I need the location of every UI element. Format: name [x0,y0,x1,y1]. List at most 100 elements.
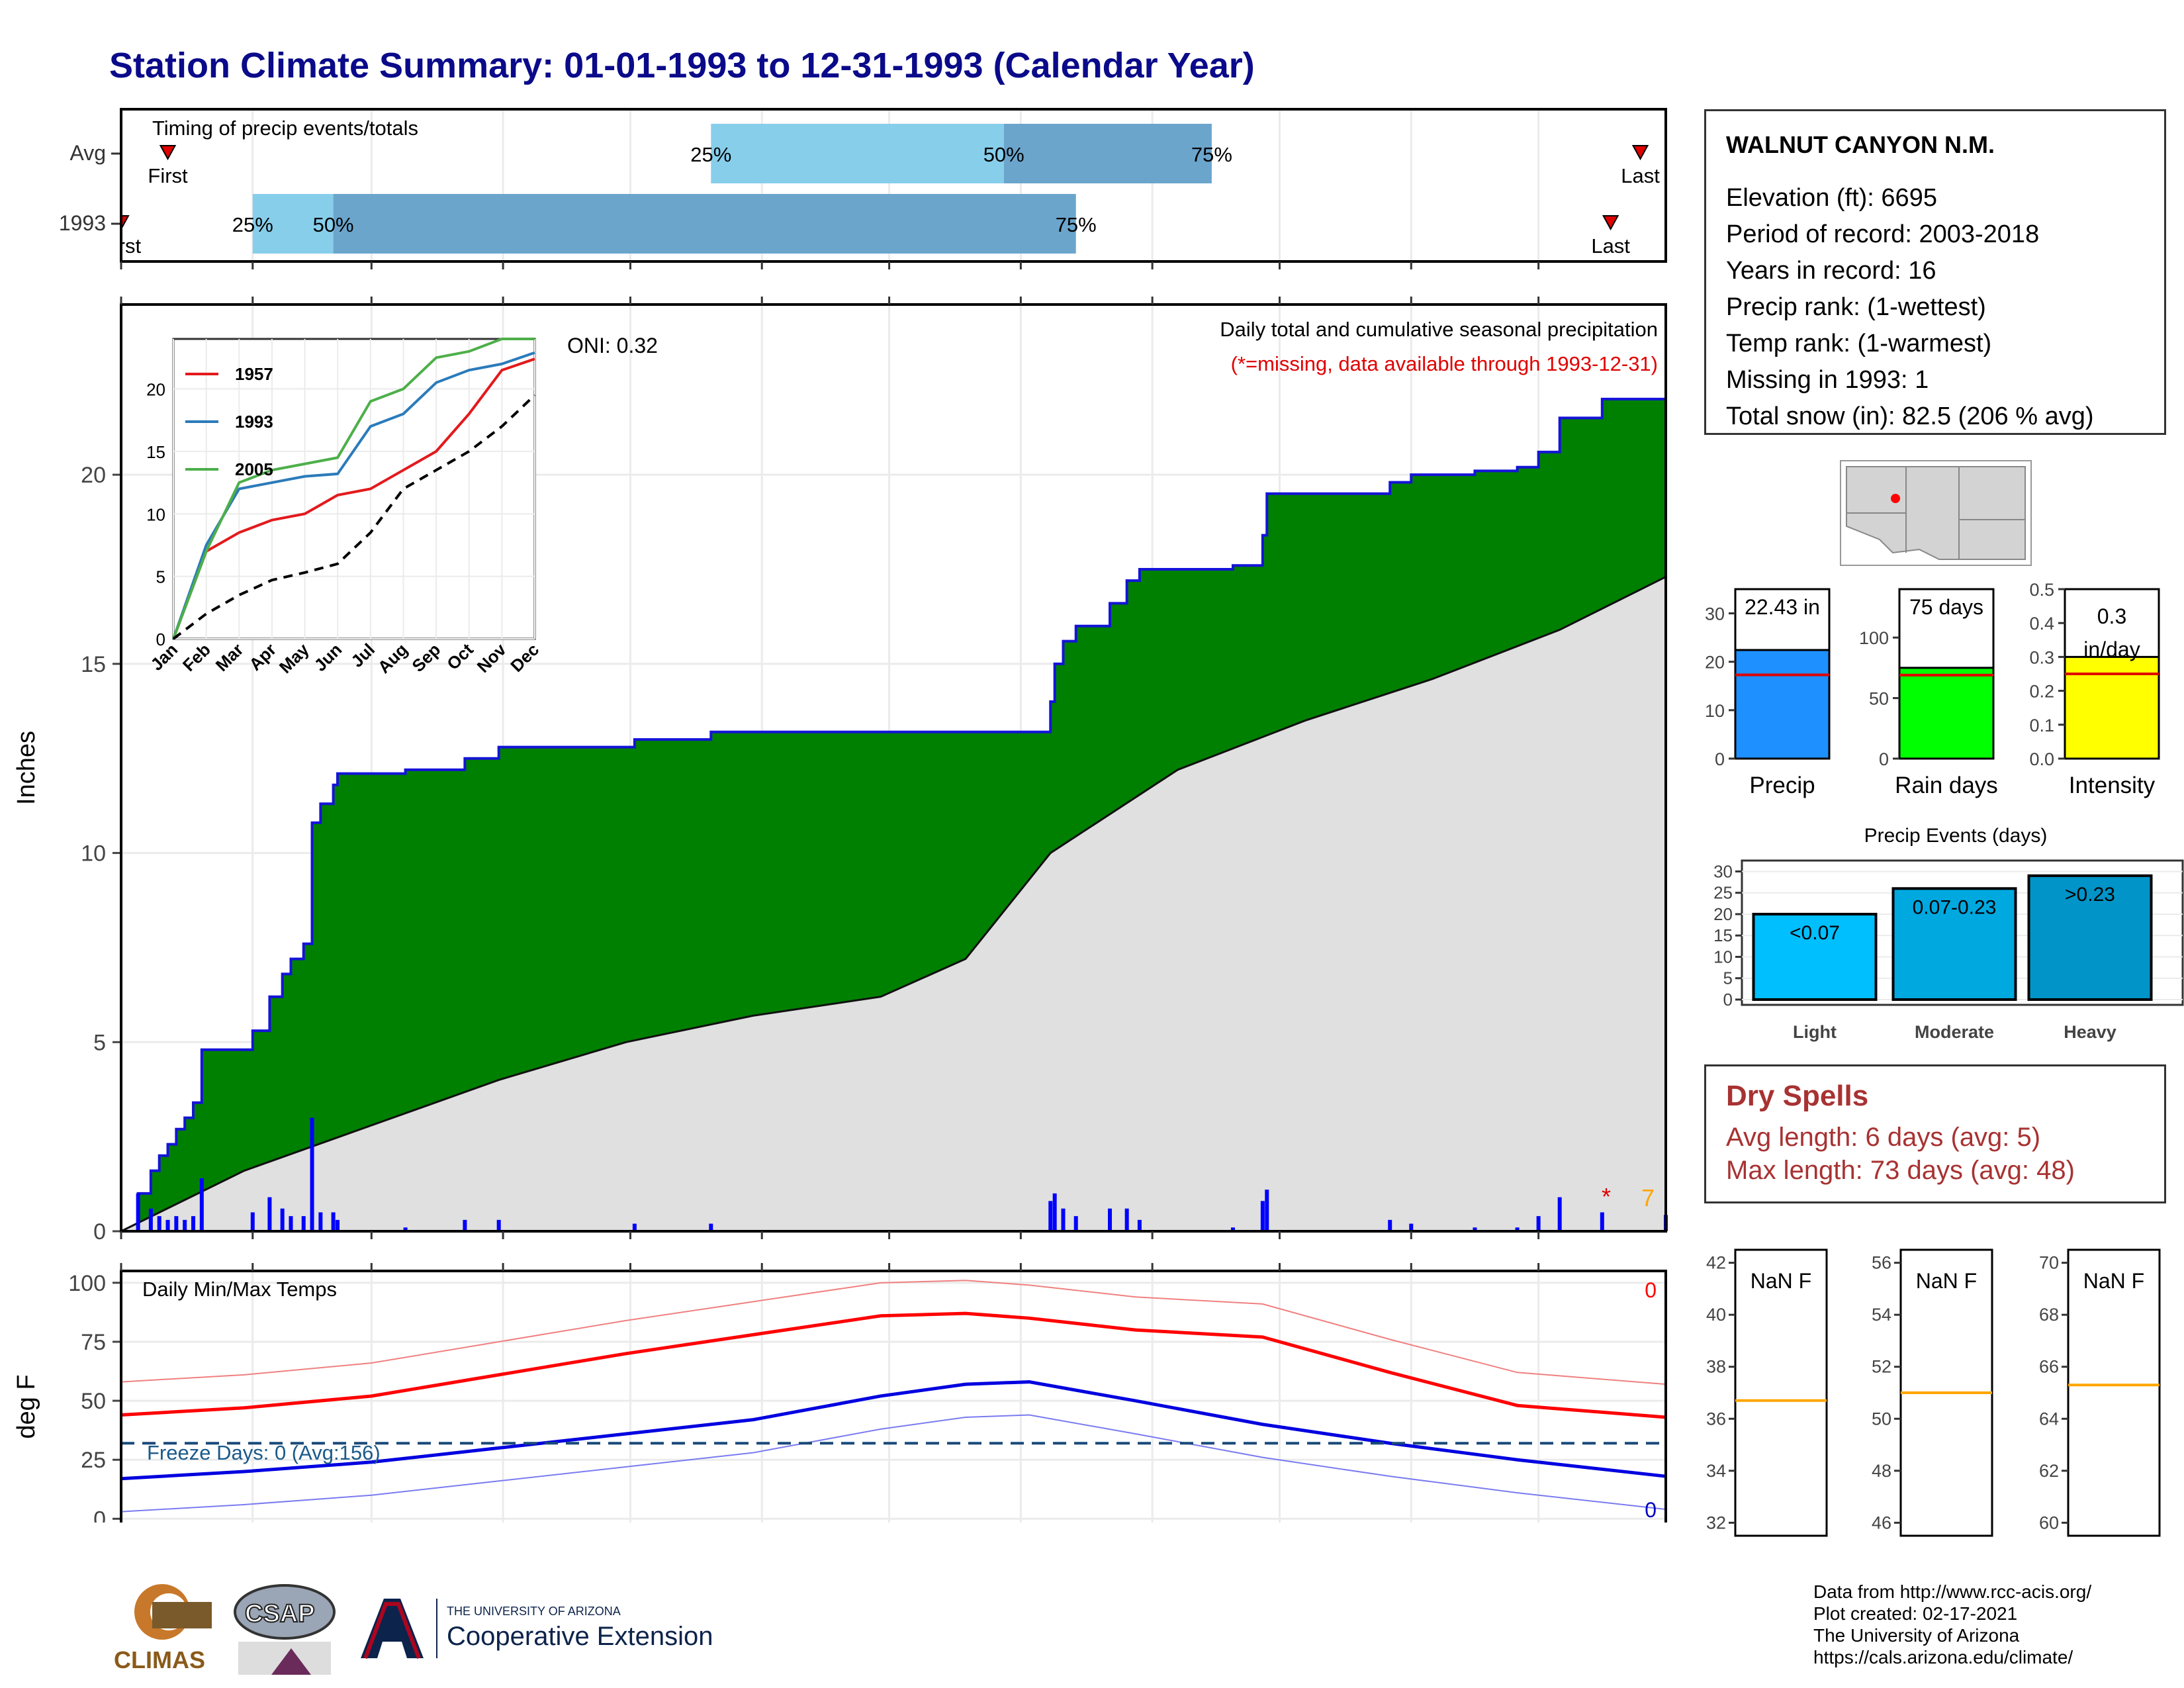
credits: Data from http://www.rcc-acis.org/ Plot … [1813,1581,2091,1668]
inset-series-line [172,394,536,640]
events-bar [2027,874,2153,1001]
timing-bar-25-50 [252,194,334,254]
events-bar-label: 0.07-0.23 [1913,896,1997,918]
timing-bar-50-75 [333,194,1076,254]
precip-daily-bar [318,1212,323,1231]
temp-summary-ytick: 32 [1706,1513,1726,1532]
summary-value-label: 22.43 in [1745,595,1820,619]
summary-bar-label: Intensity [2069,773,2156,798]
precip-daily-bar [1409,1223,1414,1231]
summary-bar [1734,649,1831,760]
temp-summary-value: NaN F [1916,1269,1977,1293]
events-title: Precip Events (days) [1864,825,2048,847]
temp-summary-ytick: 68 [2039,1305,2059,1325]
temp-min-daily [120,1414,1666,1513]
timing-pct-label: 25% [690,143,731,166]
summary-ytick: 20 [1705,653,1725,673]
temp-max-line [120,1311,1666,1419]
inset-ytick: 10 [146,504,165,524]
summary-bar-label: Precip [1749,773,1815,798]
summary-value-label: in/day [2083,637,2140,661]
precip-daily-bar [1473,1227,1477,1231]
missing-marker: * [1602,1183,1611,1210]
precip-daily-bar [199,1178,204,1231]
events-category: Light [1793,1022,1837,1042]
precip-daily-bar [1260,1201,1265,1231]
min-count: 0 [1645,1498,1657,1522]
logos: CLIMAS CSAP THE UNIVERSITY OF ARIZONA Co… [114,1584,713,1675]
precip-daily-bar [1230,1227,1235,1231]
precip-daily-bar [1515,1227,1520,1231]
events-ytick: 10 [1713,947,1733,966]
inset-ytick: 5 [156,567,165,587]
summary-bar [1898,667,1995,760]
inset-series-line [172,351,535,639]
summary-ytick: 10 [1705,701,1725,721]
dry-spells-title: Dry Spells [1726,1080,1869,1112]
precip-daily-bar [1557,1197,1562,1231]
oni-label: ONI: 0.32 [567,334,658,357]
temp-summary-value: NaN F [1751,1269,1811,1293]
temp-ytick: 0 [93,1507,106,1523]
temp-ylabel: deg F [13,1374,40,1438]
timing-marker-label: First [148,164,188,187]
temp-summary-ytick: 38 [1706,1357,1726,1377]
precip-avg-line [120,576,1666,1233]
inset-ytick: 15 [146,442,165,462]
dry-spells-max: Max length: 73 days (avg: 48) [1726,1156,2075,1185]
freeze-days-label: Freeze Days: 0 (Avg:156) [147,1441,381,1464]
timing-pct-label: 75% [1191,143,1232,166]
precip-daily-bar [289,1216,293,1231]
precip-daily-bar [403,1227,408,1231]
precip-missing-note: (*=missing, data available through 1993-… [1231,352,1658,375]
timing-marker [159,145,177,161]
precip-daily-bar [148,1208,153,1231]
precip-daily-bar [183,1219,187,1231]
summary-ytick: 0.4 [2029,614,2054,633]
temp-panel-title: Daily Min/Max Temps [142,1278,337,1301]
precip-daily-bar [136,1193,140,1231]
timing-marker-label: Last [1621,164,1660,187]
temp-ytick: 25 [81,1448,106,1473]
station-info-box: WALNUT CANYON N.M. Elevation (ft): 6695 … [1704,109,2166,435]
events-category: Heavy [2064,1022,2116,1042]
precip-daily-bar [709,1223,713,1231]
summary-ytick: 0.5 [2029,580,2054,600]
summary-ytick: 0.3 [2029,647,2054,667]
climas-logo: CLIMAS [114,1584,212,1673]
temp-ytick: 75 [81,1330,106,1355]
precip-ytick: 5 [93,1030,106,1055]
inset-series-line [172,357,535,639]
precip-daily-bar [310,1117,314,1231]
summary-ytick: 0 [1715,749,1725,769]
summary-ytick: 30 [1705,604,1725,624]
temp-summary-ytick: 70 [2039,1253,2059,1273]
precip-ytick: 15 [81,652,106,677]
events-bar [1752,912,1878,1001]
events-bar-label: <0.07 [1790,922,1840,944]
precip-daily-bar [250,1212,255,1231]
summary-value-label: 0.3 [2097,604,2126,628]
svg-text:1993: 1993 [59,211,106,235]
summary-ytick: 100 [1859,628,1889,648]
precip-daily-bar [1600,1212,1604,1231]
events-bar [1891,887,2017,1001]
precip-daily-bar [1108,1208,1113,1231]
temp-ytick: 50 [81,1389,106,1414]
temp-summary-value: NaN F [2083,1269,2144,1293]
years-in-record: Years in record: 16 [1726,257,1936,285]
precip-daily-bar [301,1216,306,1231]
precip-daily-bar [331,1212,336,1231]
temp-max-daily [120,1280,1666,1385]
events-ytick: 5 [1723,968,1733,988]
temp-summary-ytick: 40 [1706,1305,1726,1325]
summary-ytick: 50 [1869,689,1889,709]
temp-summary-ytick: 56 [1872,1253,1891,1273]
inset-series-line [172,338,535,639]
temp-summary-box [2067,1248,2161,1537]
station-name: WALNUT CANYON N.M. [1726,131,1995,158]
